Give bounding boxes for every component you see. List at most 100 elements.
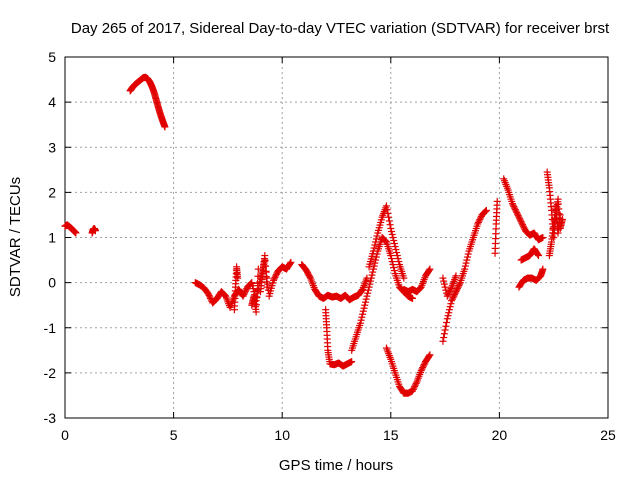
data-point xyxy=(369,247,377,255)
data-point xyxy=(385,217,393,225)
data-point xyxy=(270,275,278,283)
data-point xyxy=(254,265,262,273)
data-point xyxy=(409,385,417,393)
data-point xyxy=(463,256,471,264)
data-point xyxy=(242,286,250,294)
data-point xyxy=(445,288,453,296)
data-point xyxy=(514,210,521,218)
y-axis-label: SDTVAR / TECUs xyxy=(7,177,24,297)
data-point xyxy=(447,300,455,308)
data-point xyxy=(448,295,456,303)
data-point xyxy=(386,221,394,229)
data-point xyxy=(248,279,256,287)
data-point xyxy=(388,255,396,263)
y-tick-label: -2 xyxy=(44,365,57,381)
data-point xyxy=(384,209,392,217)
data-point xyxy=(461,265,469,273)
y-tick-label: -1 xyxy=(44,320,57,336)
x-tick-label: 15 xyxy=(383,427,399,443)
data-point xyxy=(481,208,489,216)
data-point xyxy=(395,258,403,266)
data-point xyxy=(464,250,472,258)
data-point xyxy=(364,289,372,297)
data-point xyxy=(445,289,453,297)
data-point xyxy=(252,308,260,316)
data-point xyxy=(306,273,314,281)
y-tick-label: -3 xyxy=(44,410,57,426)
data-point xyxy=(272,272,280,280)
data-point xyxy=(391,243,399,251)
data-point xyxy=(440,277,448,285)
data-point xyxy=(400,274,408,282)
data-point xyxy=(425,266,433,274)
data-point xyxy=(539,265,547,273)
data-point xyxy=(252,301,260,309)
data-point xyxy=(409,387,417,395)
data-point xyxy=(519,222,527,230)
data-point xyxy=(461,262,469,270)
data-point xyxy=(482,207,490,215)
data-point xyxy=(439,337,447,345)
data-point xyxy=(539,234,547,241)
data-point xyxy=(516,216,524,224)
data-point xyxy=(426,265,434,273)
x-tick-label: 5 xyxy=(170,427,178,443)
data-point xyxy=(482,206,490,214)
data-point xyxy=(390,237,398,245)
data-point xyxy=(72,229,80,237)
data-point xyxy=(369,265,377,273)
data-point xyxy=(417,367,425,375)
data-point xyxy=(359,307,367,315)
data-point xyxy=(477,214,485,222)
data-point xyxy=(444,291,452,299)
data-point xyxy=(205,291,213,299)
data-point xyxy=(455,282,463,290)
data-point xyxy=(474,218,482,226)
data-point xyxy=(390,240,398,248)
data-point xyxy=(445,309,453,317)
x-tick-label: 10 xyxy=(274,427,290,443)
data-point xyxy=(454,283,462,291)
data-point xyxy=(241,289,249,297)
data-point xyxy=(510,203,518,211)
data-point xyxy=(253,294,261,302)
data-point xyxy=(450,292,458,300)
data-point xyxy=(451,291,459,299)
data-point xyxy=(511,206,519,214)
data-point xyxy=(420,361,428,369)
data-point xyxy=(476,215,484,223)
data-point xyxy=(361,298,369,306)
data-point xyxy=(271,273,279,281)
data-point xyxy=(452,272,460,280)
data-point xyxy=(513,209,521,217)
data-point xyxy=(409,294,417,302)
data-point xyxy=(443,315,451,323)
data-point xyxy=(518,219,526,227)
data-point xyxy=(445,306,453,314)
data-point xyxy=(387,252,395,260)
grid xyxy=(65,57,608,418)
data-point xyxy=(91,227,99,235)
data-point xyxy=(372,256,380,264)
data-point xyxy=(371,241,379,249)
data-point xyxy=(257,271,265,279)
data-point xyxy=(270,276,278,284)
data-point xyxy=(464,253,472,261)
data-point xyxy=(452,288,460,296)
x-tick-label: 20 xyxy=(492,427,508,443)
data-point xyxy=(439,274,447,282)
data-point xyxy=(446,303,454,311)
data-point xyxy=(254,279,262,287)
data-point xyxy=(368,271,376,279)
data-point xyxy=(366,280,374,288)
data-point xyxy=(440,330,448,338)
data-point xyxy=(372,253,380,261)
data-point xyxy=(388,227,396,235)
data-point xyxy=(365,283,373,291)
data-point xyxy=(515,213,523,221)
data-point xyxy=(392,246,400,254)
data-point xyxy=(240,291,248,299)
chart-title: Day 265 of 2017, Sidereal Day-to-day VTE… xyxy=(71,20,610,37)
data-point xyxy=(370,244,378,252)
data-points xyxy=(61,73,566,397)
